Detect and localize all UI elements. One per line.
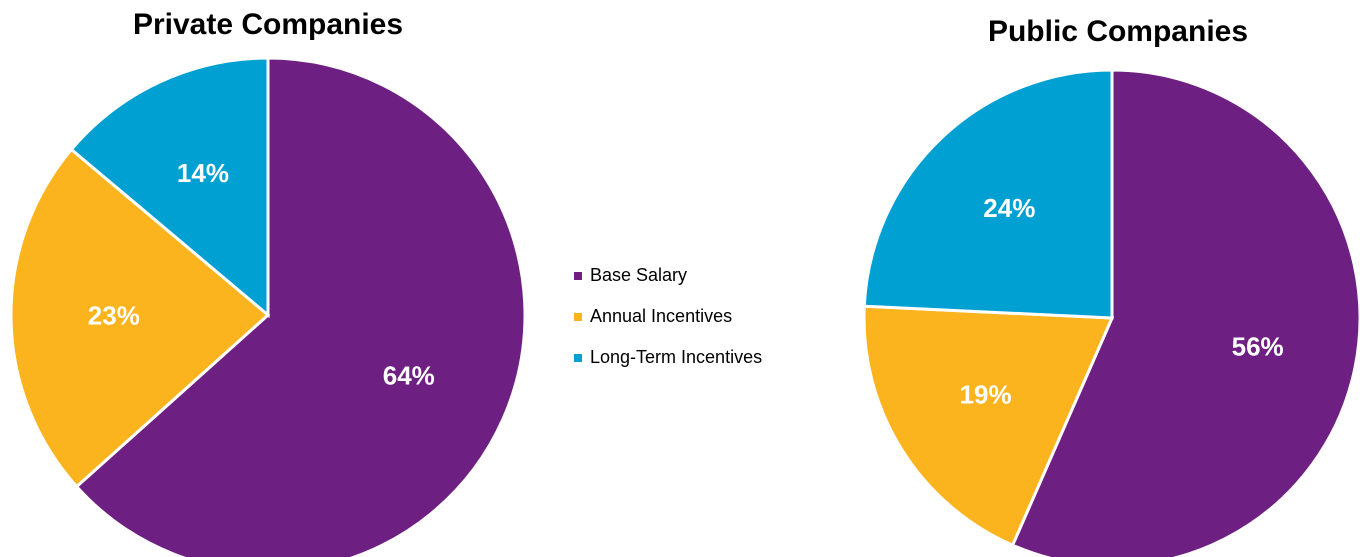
data-label: 19% xyxy=(960,379,1012,409)
legend-swatch xyxy=(574,354,582,362)
chart-title: Private Companies xyxy=(133,8,403,41)
legend-swatch xyxy=(574,313,582,321)
pie-slice xyxy=(9,147,271,489)
chart-title: Public Companies xyxy=(988,15,1248,48)
data-label: 24% xyxy=(983,193,1035,223)
legend-swatch xyxy=(574,272,582,280)
data-label: 23% xyxy=(88,300,140,330)
legend-label: Annual Incentives xyxy=(590,306,732,326)
data-label: 56% xyxy=(1232,331,1284,361)
pie-slice xyxy=(69,56,270,319)
pie-slice xyxy=(862,68,1114,320)
pie-slice xyxy=(862,304,1115,548)
pie-slice xyxy=(74,56,527,557)
pie-slice xyxy=(1010,68,1360,557)
legend-label: Long-Term Incentives xyxy=(590,347,762,367)
legend-label: Base Salary xyxy=(590,265,687,285)
data-label: 14% xyxy=(177,158,229,188)
data-label: 64% xyxy=(383,361,435,391)
